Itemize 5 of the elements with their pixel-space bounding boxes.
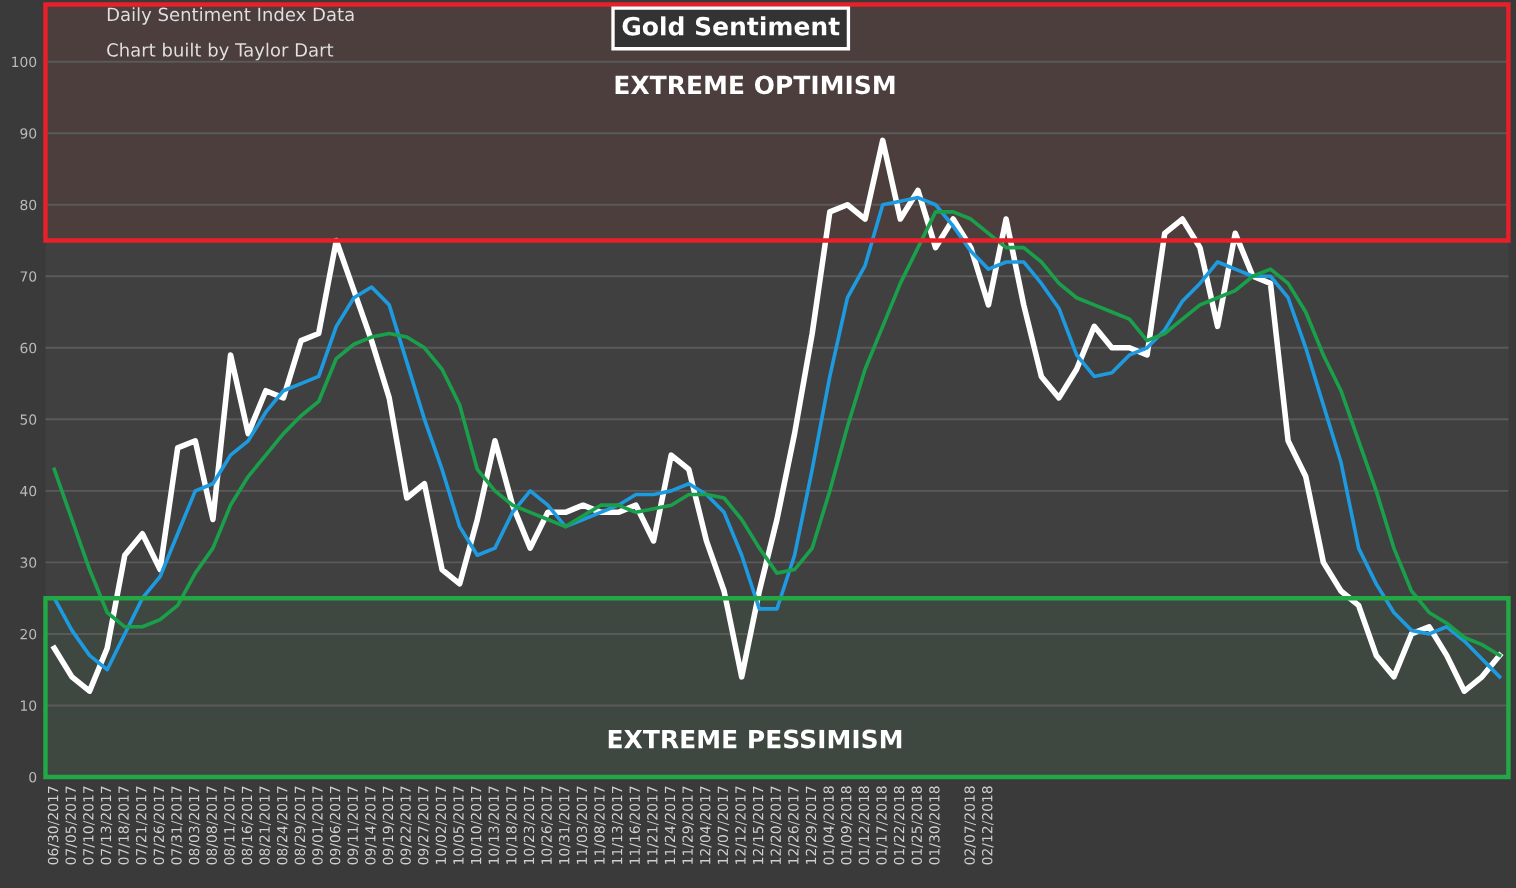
annotation: Daily Sentiment Index Data <box>107 7 354 25</box>
chart-title: Gold Sentiment <box>622 16 840 36</box>
band-label: EXTREME OPTIMISM <box>615 75 895 95</box>
annotation: Chart built by Taylor Dart <box>107 42 334 61</box>
band-label: EXTREME PESSIMISM <box>608 729 902 749</box>
